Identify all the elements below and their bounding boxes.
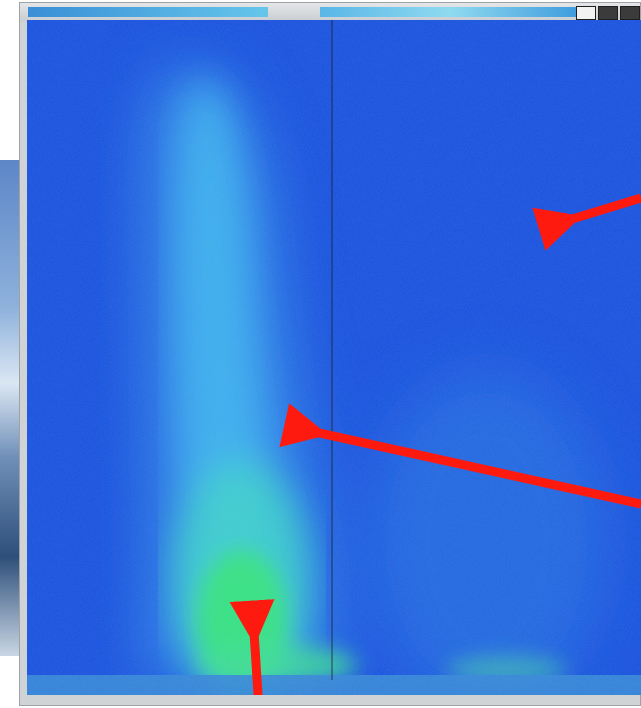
- titlebar-highlight-right: [320, 7, 580, 17]
- arrow-upper-right-icon: [532, 193, 641, 251]
- minimize-button[interactable]: [576, 6, 596, 20]
- titlebar-highlight-left: [28, 7, 268, 17]
- speckle-noise: [27, 20, 641, 695]
- arrow-center-right-icon: [279, 403, 641, 509]
- spectrogram-plot: [27, 20, 641, 695]
- maximize-button[interactable]: [598, 6, 618, 20]
- close-button[interactable]: [620, 6, 640, 20]
- arrow-bottom-icon: [229, 599, 275, 695]
- spectrogram-svg: [27, 20, 641, 695]
- window-titlebar: [20, 3, 640, 22]
